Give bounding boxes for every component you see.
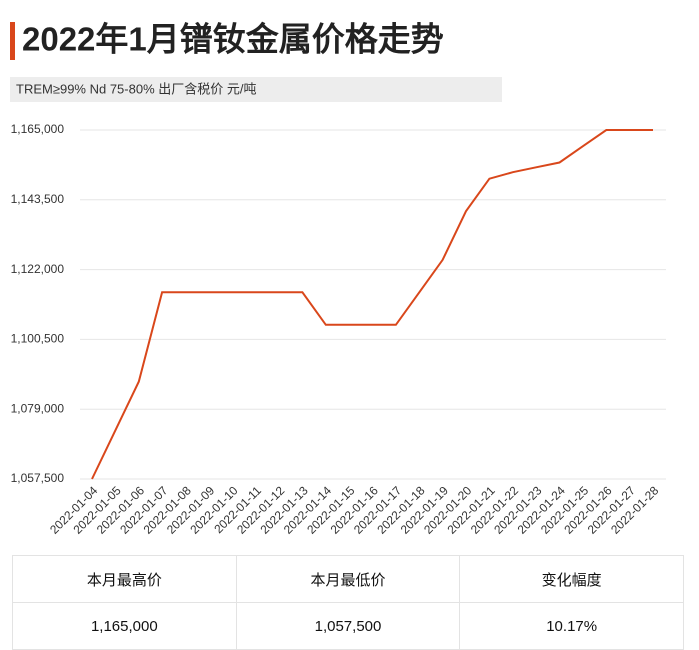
y-tick-label: 1,122,000 [11, 262, 65, 276]
y-tick-label: 1,143,500 [11, 192, 65, 206]
subtitle-box [10, 77, 502, 102]
header-cell: 本月最低价 [235, 555, 461, 603]
chart: 2022年1月镨钕金属价格走势 TREM≥99% Nd 75-80% 出厂含税价… [10, 21, 666, 537]
value-cell: 1,057,500 [235, 602, 461, 650]
summary-table: 本月最高价 本月最低价 变化幅度 1,165,000 1,057,500 10.17% [12, 555, 684, 650]
price-line [91, 129, 653, 480]
value-cell: 1,165,000 [12, 602, 237, 650]
header-cell: 本月最高价 [12, 555, 237, 603]
y-tick-label: 1,165,000 [11, 122, 65, 136]
y-tick-label: 1,057,500 [11, 471, 65, 485]
title-accent [10, 22, 15, 60]
y-tick-label: 1,100,500 [11, 332, 65, 346]
y-tick-label: 1,079,000 [11, 401, 65, 415]
chart-title: 2022年1月镨钕金属价格走势 [22, 21, 444, 58]
header-cell: 变化幅度 [459, 555, 684, 603]
chart-subtitle: TREM≥99% Nd 75-80% 出厂含税价 元/吨 [16, 81, 256, 96]
value-cell: 10.17% [459, 602, 684, 650]
